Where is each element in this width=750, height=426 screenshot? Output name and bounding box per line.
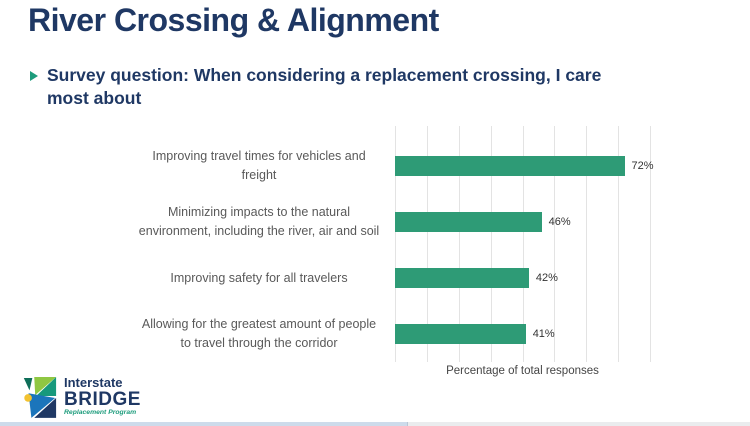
subtitle-row: Survey question: When considering a repl… <box>30 64 710 110</box>
logo-text-interstate: Interstate <box>64 375 123 391</box>
value-label: 41% <box>532 328 555 340</box>
survey-question-text: Survey question: When considering a repl… <box>47 65 602 109</box>
gridline <box>650 126 651 362</box>
bar <box>395 212 542 232</box>
bullet-arrow-icon <box>30 71 38 81</box>
bar-area: 72% <box>395 156 654 176</box>
bar-chart: Improving travel times for vehicles and … <box>95 126 655 377</box>
category-label: Improving safety for all travelers <box>170 270 348 285</box>
category-label: Allowing for the greatest amount of peop… <box>141 317 377 350</box>
bar <box>395 324 526 344</box>
horizontal-scrollbar-track[interactable] <box>0 422 750 426</box>
slide-title: River Crossing & Alignment <box>28 2 439 38</box>
logo-text-program: Replacement Program <box>64 408 137 416</box>
logo-text-bridge: BRIDGE <box>64 388 141 410</box>
chart-row: Improving travel times for vehicles and … <box>95 138 655 194</box>
gridline <box>522 126 524 362</box>
value-label: 46% <box>548 216 571 228</box>
gridline <box>458 126 460 362</box>
gridline <box>586 126 588 362</box>
value-label: 42% <box>535 272 558 284</box>
bar <box>395 156 625 176</box>
horizontal-scrollbar-thumb[interactable] <box>0 422 408 426</box>
chart-gridlines <box>395 126 651 362</box>
gridline <box>490 126 492 362</box>
chart-row: Improving safety for all travelers 42% <box>95 250 655 306</box>
chart-row: Minimizing impacts to the natural enviro… <box>95 194 655 250</box>
value-label: 72% <box>631 160 654 172</box>
bar-area: 42% <box>395 268 650 288</box>
bridge-logo-icon <box>23 377 57 418</box>
bar <box>395 268 529 288</box>
logo: Interstate BRIDGE Replacement Program <box>20 375 141 419</box>
gridline <box>395 126 396 362</box>
chart-rows: Improving travel times for vehicles and … <box>95 126 655 362</box>
category-label: Improving travel times for vehicles and … <box>152 149 366 182</box>
chart-row: Allowing for the greatest amount of peop… <box>95 306 655 362</box>
x-axis-label: Percentage of total responses <box>446 365 599 377</box>
gridline <box>554 126 556 362</box>
gridline <box>426 126 428 362</box>
bar-area: 41% <box>395 324 650 344</box>
chart-plot-area: Improving travel times for vehicles and … <box>95 126 655 362</box>
bar-area: 46% <box>395 212 650 232</box>
category-label: Minimizing impacts to the natural enviro… <box>138 205 380 238</box>
logo-text: Interstate BRIDGE Replacement Program <box>64 376 141 417</box>
gridline <box>618 126 620 362</box>
